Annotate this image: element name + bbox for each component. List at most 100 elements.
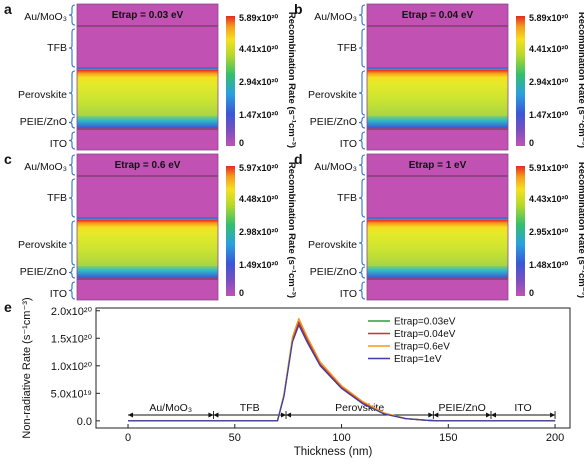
panel-frame bbox=[366, 3, 509, 151]
layer-brace bbox=[358, 116, 366, 129]
zno-layer bbox=[367, 266, 508, 278]
colorbar-tick: 5.91x10²⁰ bbox=[529, 163, 569, 173]
y-tick-label: 0.0 bbox=[77, 416, 92, 428]
colorbar bbox=[516, 16, 525, 146]
layer-brace bbox=[358, 131, 366, 150]
colorbar-label: Recombination Rate (s⁻¹cm⁻³) bbox=[286, 12, 297, 148]
y-tick-label: 2.0x10²⁰ bbox=[51, 306, 93, 318]
panel-letter: a bbox=[4, 1, 12, 17]
region-arrow bbox=[486, 412, 491, 418]
legend-label: Etrap=0.03eV bbox=[394, 317, 456, 328]
colorbar-tick: 1.47x10²⁰ bbox=[529, 110, 569, 120]
layer-label: ITO bbox=[340, 138, 357, 150]
layer-brace bbox=[358, 178, 366, 218]
panel-c: c Etrap = 0.6 eV Au/MoO₃ TFB Perovskite PEIE/… bbox=[4, 151, 297, 301]
colorbar-tick: 1.47x10²⁰ bbox=[239, 110, 279, 120]
colorbar bbox=[226, 16, 235, 146]
colorbar-tick: 5.89x10²⁰ bbox=[239, 13, 279, 23]
colorbar-tick: 2.98x10²⁰ bbox=[239, 227, 279, 237]
layer-brace bbox=[358, 70, 366, 116]
legend-label: Etrap=0.04eV bbox=[394, 329, 456, 340]
colorbar-tick: 1.48x10²⁰ bbox=[529, 260, 569, 270]
layer-brace bbox=[358, 220, 366, 266]
layer-brace bbox=[358, 28, 366, 68]
colorbar bbox=[516, 166, 525, 296]
panel-frame bbox=[76, 3, 219, 151]
layer-label: TFB bbox=[337, 192, 357, 204]
colorbar-tick: 4.48x10²⁰ bbox=[239, 194, 279, 204]
perovskite-layer bbox=[367, 70, 508, 116]
layer-brace bbox=[68, 4, 76, 26]
colorbar-tick: 0 bbox=[529, 288, 534, 298]
layer-label: Perovskite bbox=[308, 89, 357, 101]
layer-label: PEIE/ZnO bbox=[20, 266, 67, 278]
y-tick-label: 1.5x10²⁰ bbox=[51, 333, 93, 345]
layer-label: ITO bbox=[50, 288, 67, 300]
colorbar-tick: 5.97x10²⁰ bbox=[239, 163, 279, 173]
colorbar-tick: 4.41x10²⁰ bbox=[239, 44, 279, 54]
region-arrow bbox=[128, 412, 134, 418]
layer-label: Perovskite bbox=[18, 89, 67, 101]
layer-brace bbox=[68, 116, 76, 129]
layer-label: PEIE/ZnO bbox=[310, 266, 357, 278]
layer-label: TFB bbox=[47, 42, 67, 54]
panel-b: b Etrap = 0.04 eV Au/MoO₃ TFB Perovskite PEIE… bbox=[294, 1, 584, 151]
zno-layer bbox=[77, 116, 218, 128]
colorbar-tick: 2.94x10²⁰ bbox=[239, 77, 279, 87]
layer-brace bbox=[358, 266, 366, 279]
region-label: TFB bbox=[240, 402, 260, 414]
layer-label: Au/MoO₃ bbox=[314, 161, 357, 173]
panel-a: a Etrap = 0.03 eV Au/MoO₃ TFB Perovskite PEIE… bbox=[4, 1, 297, 151]
colorbar-label: Recombination Rate (s⁻¹cm⁻³) bbox=[286, 162, 297, 298]
panel-letter: e bbox=[4, 299, 12, 315]
y-tick-label: 5.0x10¹⁹ bbox=[51, 388, 92, 400]
region-label: Au/MoO₃ bbox=[149, 402, 192, 414]
colorbar-label: Recombination Rate (s⁻¹cm⁻³) bbox=[576, 12, 584, 148]
panel-letter: b bbox=[294, 1, 303, 17]
colorbar-tick: 4.41x10²⁰ bbox=[529, 44, 569, 54]
colorbar-tick: 2.95x10²⁰ bbox=[529, 227, 569, 237]
etrap-label: Etrap = 0.6 eV bbox=[115, 160, 181, 171]
colorbar-label: Recombination Rate (s⁻¹cm⁻³) bbox=[576, 162, 584, 298]
colorbar-tick: 4.43x10²⁰ bbox=[529, 194, 569, 204]
etrap-label: Etrap = 0.03 eV bbox=[112, 10, 184, 21]
zno-layer bbox=[367, 116, 508, 128]
layer-brace bbox=[68, 178, 76, 218]
zno-layer bbox=[77, 266, 218, 278]
layer-brace bbox=[68, 266, 76, 279]
layer-label: Au/MoO₃ bbox=[314, 11, 357, 23]
region-arrow bbox=[208, 412, 214, 418]
layer-brace bbox=[68, 220, 76, 266]
series-line bbox=[128, 324, 556, 422]
layer-label: ITO bbox=[50, 138, 67, 150]
region-arrow bbox=[433, 412, 439, 418]
x-tick-label: 200 bbox=[546, 432, 564, 444]
legend-label: Etrap=0.6eV bbox=[394, 342, 450, 353]
x-axis-label: Thickness (nm) bbox=[294, 446, 373, 458]
region-arrow bbox=[286, 412, 292, 418]
layer-brace bbox=[358, 154, 366, 176]
layer-label: Perovskite bbox=[18, 239, 67, 251]
layer-label: PEIE/ZnO bbox=[20, 116, 67, 128]
panel-letter: c bbox=[4, 151, 12, 167]
colorbar-tick: 1.49x10²⁰ bbox=[239, 260, 279, 270]
region-arrow bbox=[428, 412, 434, 418]
legend-label: Etrap=1eV bbox=[394, 354, 442, 365]
layer-label: Perovskite bbox=[308, 239, 357, 251]
layer-label: Au/MoO₃ bbox=[24, 11, 67, 23]
x-tick-label: 100 bbox=[332, 432, 350, 444]
layer-brace bbox=[68, 131, 76, 150]
region-label: Perovskite bbox=[335, 402, 384, 414]
colorbar-tick: 0 bbox=[239, 288, 244, 298]
layer-label: Au/MoO₃ bbox=[24, 161, 67, 173]
etrap-label: Etrap = 0.04 eV bbox=[402, 10, 474, 21]
layer-brace bbox=[68, 70, 76, 116]
colorbar-tick: 2.94x10²⁰ bbox=[529, 77, 569, 87]
region-arrow bbox=[213, 412, 219, 418]
layer-brace bbox=[68, 154, 76, 176]
panel-frame bbox=[366, 153, 509, 301]
layer-brace bbox=[358, 4, 366, 26]
perovskite-layer bbox=[77, 70, 218, 116]
panel-letter: d bbox=[294, 151, 303, 167]
